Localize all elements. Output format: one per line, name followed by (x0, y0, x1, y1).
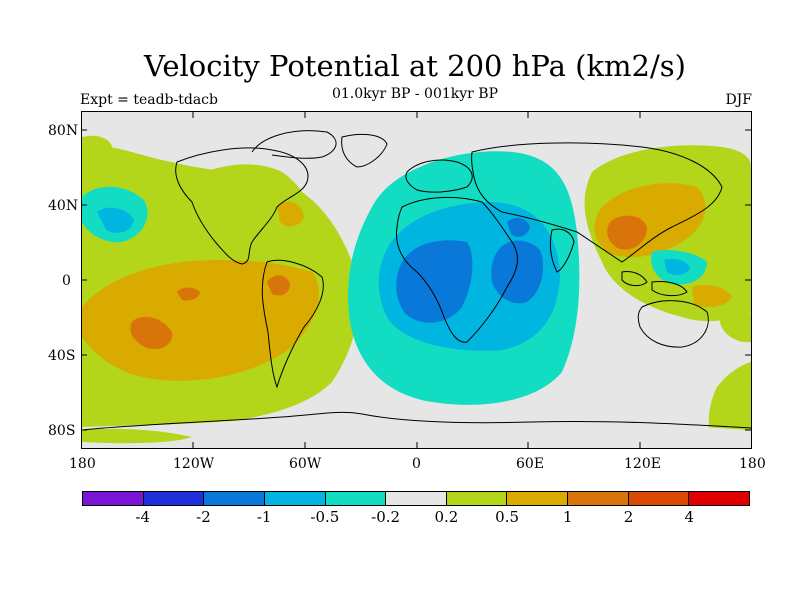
y-tick-label: 80S (48, 423, 76, 439)
colorbar-box (689, 492, 750, 505)
colorbar-label: 0.2 (434, 508, 459, 526)
colorbar-label: -4 (135, 508, 151, 526)
colorbar-box (204, 492, 265, 505)
colorbar-box (568, 492, 629, 505)
colorbar-box (325, 492, 387, 505)
x-tick-label: 60E (516, 456, 545, 472)
subtitle: 01.0kyr BP - 001kyr BP (331, 86, 498, 102)
colorbar-label: -0.2 (371, 508, 401, 526)
colorbar-label: -0.5 (310, 508, 340, 526)
x-tick-label: 180 (69, 456, 96, 472)
southern-neutral-band (82, 410, 751, 448)
y-tick-label: 80N (48, 123, 79, 139)
colorbar-label: 0.5 (495, 508, 520, 526)
colorbar-label: -2 (196, 508, 211, 526)
x-tick-label: 180 (739, 456, 766, 472)
colorbar-labels: -4 -2 -1 -0.5 -0.2 0.2 0.5 1 2 4 (82, 508, 750, 528)
x-tick-label: 60W (289, 456, 322, 472)
colorbar-box (143, 492, 205, 505)
season-label: DJF (725, 92, 752, 108)
colorbar-label: 4 (684, 508, 695, 526)
y-tick-label: 40N (48, 198, 79, 214)
y-tick-label: 40S (48, 348, 76, 364)
colorbar-label: 2 (623, 508, 634, 526)
experiment-label: Expt = teadb-tdacb (80, 92, 218, 108)
colorbar-label: 1 (563, 508, 573, 526)
negative-contours-center (348, 151, 580, 405)
colorbar-box (628, 492, 690, 505)
map-panel (82, 112, 751, 448)
contour-map (82, 112, 751, 448)
colorbar (82, 491, 750, 506)
colorbar-box (507, 492, 569, 505)
positive-contours-east (584, 145, 751, 448)
colorbar-box (446, 492, 508, 505)
colorbar-box (83, 492, 144, 505)
page-title: Velocity Potential at 200 hPa (km2/s) (144, 49, 686, 83)
x-tick-label: 120W (173, 456, 215, 472)
colorbar-label: -1 (256, 508, 272, 526)
colorbar-box (264, 492, 326, 505)
coastlines (82, 130, 751, 431)
colorbar-box (386, 492, 447, 505)
x-tick-label: 0 (412, 456, 421, 472)
y-tick-label: 0 (62, 273, 71, 289)
positive-contours-west (82, 135, 359, 433)
x-tick-label: 120E (624, 456, 661, 472)
